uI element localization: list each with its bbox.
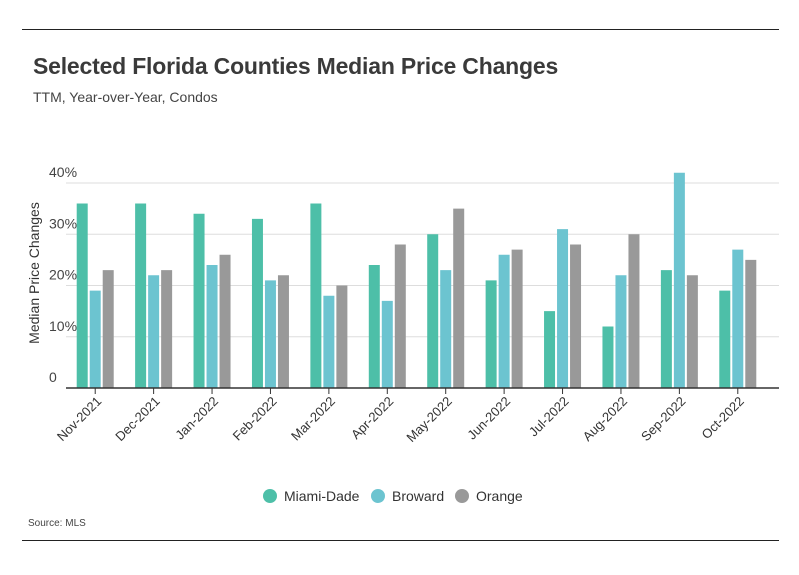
y-axis-label: Median Price Changes: [26, 202, 42, 344]
top-rule: [22, 29, 779, 30]
x-tick-label: Feb-2022: [230, 394, 280, 444]
x-axis-ticks: Nov-2021 Dec-2021 Jan-2022 Feb-2022 Mar-2022…: [54, 388, 747, 445]
bar-miami-dade: [660, 270, 672, 388]
x-tick-label: Apr-2022: [348, 394, 396, 442]
y-tick-label: 40%: [49, 164, 77, 180]
legend-label: Broward: [392, 488, 444, 504]
bar-miami-dade: [485, 280, 497, 388]
legend-label: Orange: [476, 488, 523, 504]
bar-orange: [570, 244, 582, 388]
legend: Miami-Dade Broward Orange: [263, 488, 523, 504]
bar-broward: [381, 300, 393, 388]
bar-broward: [148, 275, 160, 388]
bar-broward: [498, 254, 510, 388]
bar-orange: [219, 254, 231, 388]
bar-orange: [336, 285, 348, 388]
bar-orange: [277, 275, 289, 388]
bar-orange: [102, 270, 114, 388]
x-tick-label: Aug-2022: [580, 394, 630, 444]
x-tick-label: Jun-2022: [464, 394, 513, 443]
bar-orange: [394, 244, 406, 388]
bar-broward: [323, 295, 335, 388]
chart-title: Selected Florida Counties Median Price C…: [33, 53, 559, 79]
legend-swatch: [263, 489, 277, 503]
bar-miami-dade: [193, 213, 205, 388]
gridlines: [66, 182, 779, 338]
x-tick-label: Nov-2021: [54, 394, 104, 444]
bar-broward: [264, 280, 276, 388]
bar-broward: [440, 270, 452, 388]
bar-broward: [732, 249, 744, 388]
bars: [76, 172, 757, 388]
y-tick-label: 20%: [49, 267, 77, 283]
bar-miami-dade: [427, 234, 439, 388]
y-tick-label: 10%: [49, 318, 77, 334]
x-tick-label: Mar-2022: [288, 394, 338, 444]
source-note: Source: MLS: [28, 518, 86, 529]
x-tick-label: Oct-2022: [698, 394, 746, 442]
y-tick-label: 0: [49, 369, 57, 385]
y-axis-ticks: 0 10% 20% 30% 40%: [49, 164, 77, 385]
bar-orange: [453, 208, 465, 388]
bar-miami-dade: [602, 326, 614, 388]
bar-miami-dade: [135, 203, 147, 388]
bar-orange: [745, 259, 757, 388]
bar-miami-dade: [76, 203, 88, 388]
bar-orange: [628, 234, 640, 388]
bar-miami-dade: [544, 311, 556, 388]
x-tick-label: May-2022: [403, 394, 454, 445]
bar-orange: [511, 249, 523, 388]
bar-miami-dade: [251, 218, 263, 388]
legend-swatch: [371, 489, 385, 503]
bar-broward: [615, 275, 627, 388]
y-tick-label: 30%: [49, 215, 77, 231]
legend-label: Miami-Dade: [284, 488, 360, 504]
chart-subtitle: TTM, Year-over-Year, Condos: [33, 89, 218, 105]
bar-broward: [557, 229, 569, 388]
bar-broward: [673, 172, 685, 388]
bar-miami-dade: [719, 290, 731, 388]
bar-orange: [161, 270, 173, 388]
x-tick-label: Jul-2022: [526, 394, 572, 440]
bar-broward: [206, 265, 218, 388]
bar-orange: [686, 275, 698, 388]
x-tick-label: Dec-2021: [112, 394, 162, 444]
bottom-rule: [22, 540, 779, 541]
x-tick-label: Sep-2022: [638, 394, 688, 444]
bar-miami-dade: [310, 203, 322, 388]
x-tick-label: Jan-2022: [172, 394, 221, 443]
bar-miami-dade: [368, 265, 380, 388]
bar-broward: [89, 290, 101, 388]
legend-swatch: [455, 489, 469, 503]
